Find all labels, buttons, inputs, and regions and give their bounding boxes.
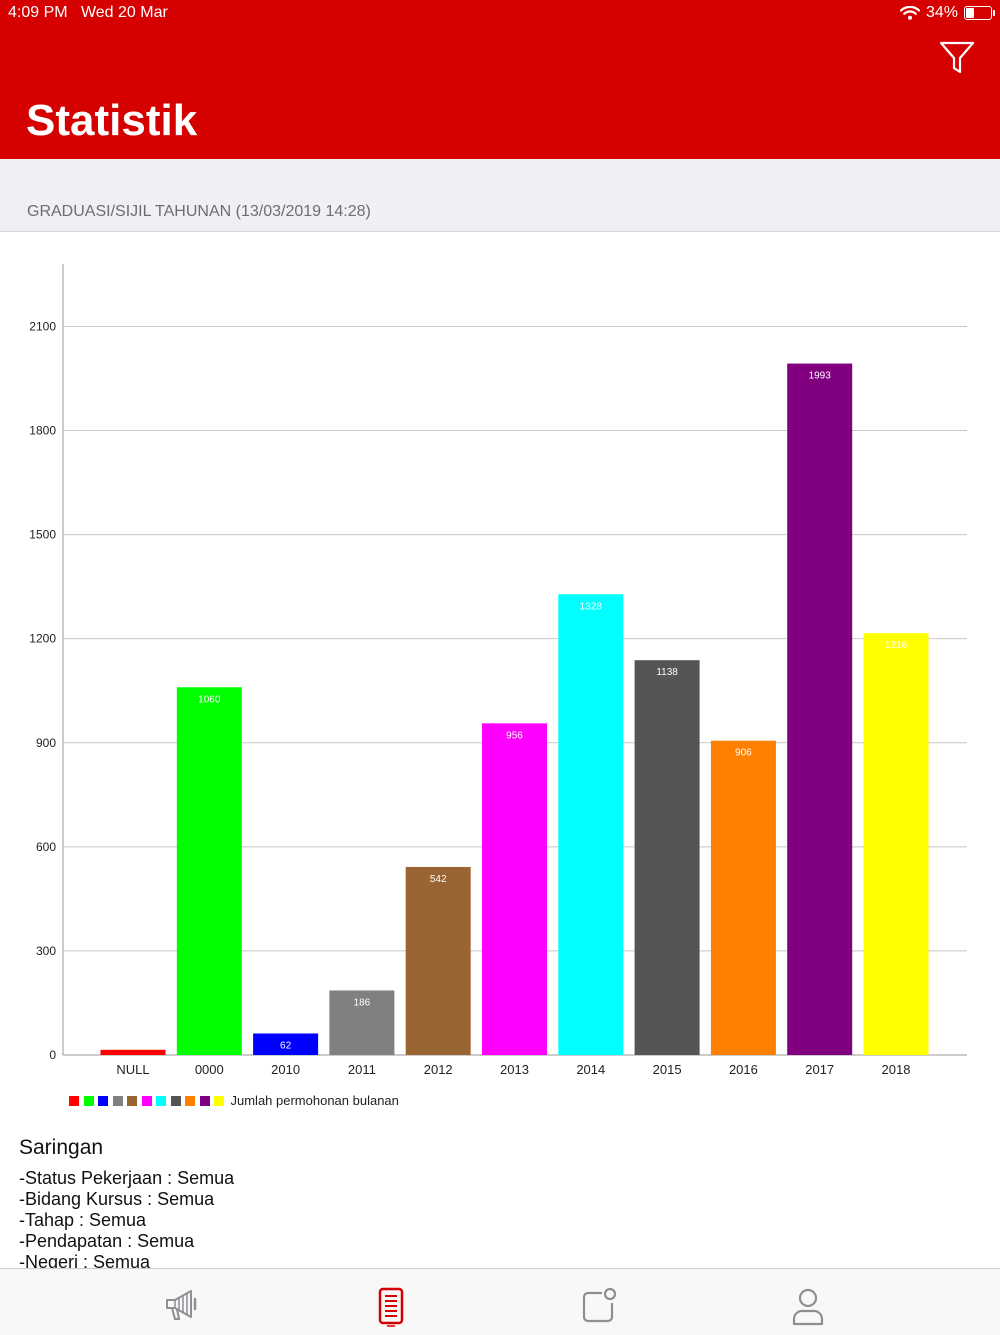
legend-swatch — [83, 1095, 94, 1106]
bar-2015 — [634, 660, 700, 1055]
x-tick-label-NULL: NULL — [116, 1062, 149, 1077]
bar-0000 — [176, 687, 242, 1055]
bar-2011 — [329, 990, 395, 1055]
x-tick-label-2017: 2017 — [805, 1062, 834, 1077]
data-label-2013: 956 — [506, 730, 523, 741]
legend-swatch — [156, 1095, 166, 1106]
legend-swatch — [141, 1095, 152, 1106]
x-tick-label-2012: 2012 — [424, 1062, 453, 1077]
header: 4:09 PM Wed 20 Mar 34% Statistik — [0, 0, 1000, 159]
bar-2016 — [710, 740, 776, 1055]
bar-2010 — [253, 1033, 319, 1055]
legend-swatches — [69, 1095, 229, 1106]
legend-swatch — [98, 1095, 108, 1106]
x-tick-label-0000: 0000 — [195, 1062, 224, 1077]
bar-2012 — [405, 866, 471, 1055]
tab-bar — [0, 1268, 1000, 1335]
status-right: 34% — [899, 4, 995, 22]
section-header — [0, 159, 1000, 232]
x-tick-label-2010: 2010 — [271, 1062, 300, 1077]
filter-status-pekerjaan: -Status Pekerjaan : Semua — [19, 1168, 235, 1188]
profile-icon[interactable] — [791, 1287, 825, 1327]
battery-icon — [964, 6, 995, 20]
legend-swatch — [69, 1095, 79, 1106]
wifi-icon — [899, 6, 920, 20]
y-tick-label: 600 — [36, 840, 56, 854]
y-tick-label: 2100 — [29, 319, 56, 333]
chart-legend: Jumlah permohonan bulanan — [69, 1093, 399, 1108]
filters-title: Saringan — [19, 1136, 104, 1159]
bar-chart: 0 300 600 900 1200 1500 1800 2100 NULL 1060 0000 62… — [29, 264, 967, 1077]
bar-NULL — [100, 1049, 166, 1055]
data-label-2014: 1328 — [580, 601, 603, 612]
data-label-2016: 906 — [735, 748, 752, 759]
data-label-2015: 1138 — [656, 667, 678, 678]
bar-2017 — [787, 363, 853, 1055]
legend-swatch — [214, 1095, 224, 1106]
x-tick-label-2015: 2015 — [653, 1062, 682, 1077]
x-tick-label-2018: 2018 — [882, 1062, 911, 1077]
y-tick-label: 1200 — [29, 632, 56, 646]
filter-negeri: -Negeri : Semua — [19, 1252, 151, 1272]
legend-swatch — [170, 1095, 181, 1106]
legend-swatch — [199, 1095, 210, 1106]
x-tick-label-2016: 2016 — [729, 1062, 758, 1077]
y-tick-label: 300 — [36, 944, 56, 958]
x-tick-label-2014: 2014 — [576, 1062, 605, 1077]
data-label-0000: 1060 — [198, 694, 221, 705]
notification-icon[interactable] — [580, 1287, 620, 1327]
battery-percent: 34% — [925, 4, 958, 21]
y-tick-label: 1800 — [29, 424, 56, 438]
y-tick-label: 0 — [49, 1048, 56, 1062]
legend-swatch — [112, 1095, 123, 1106]
filter-bidang-kursus: -Bidang Kursus : Semua — [19, 1189, 215, 1209]
chart-subtitle: GRADUASI/SIJIL TAHUNAN (13/03/2019 14:28… — [27, 203, 371, 220]
x-tick-label-2013: 2013 — [500, 1062, 529, 1077]
legend-label: Jumlah permohonan bulanan — [230, 1093, 399, 1108]
bar-2013 — [482, 723, 547, 1055]
filter-icon[interactable] — [938, 40, 976, 76]
y-tick-label: 900 — [36, 736, 56, 750]
filter-tahap: -Tahap : Semua — [19, 1210, 147, 1230]
y-tick-label: 1500 — [29, 528, 56, 542]
status-time: 4:09 PM Wed 20 Mar — [8, 4, 168, 21]
data-label-2010: 62 — [280, 1040, 292, 1051]
filter-pendapatan: -Pendapatan : Semua — [19, 1231, 195, 1251]
x-tick-label-2011: 2011 — [348, 1062, 376, 1077]
bar-2018 — [863, 633, 929, 1055]
legend-swatch — [185, 1095, 195, 1106]
megaphone-icon[interactable] — [163, 1287, 203, 1323]
bar-2014 — [558, 594, 624, 1055]
page-title: Statistik — [26, 96, 198, 145]
data-label-2018: 1216 — [885, 640, 908, 651]
data-label-2012: 542 — [430, 874, 447, 885]
data-label-2011: 186 — [354, 997, 371, 1008]
legend-swatch — [127, 1095, 137, 1106]
document-list-icon[interactable] — [378, 1287, 406, 1327]
data-label-2017: 1993 — [809, 371, 832, 382]
